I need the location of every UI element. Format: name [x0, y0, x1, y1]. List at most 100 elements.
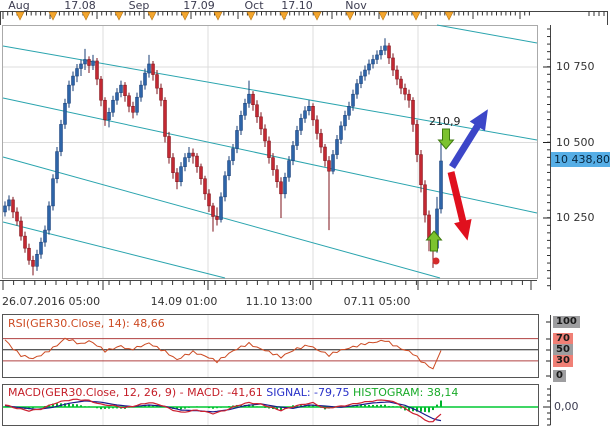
date-label: 11.10 13:00	[245, 295, 313, 308]
candle	[19, 216, 23, 241]
rsi-legend: RSI(GER30.Close, 14): 48,66	[8, 317, 165, 330]
candle	[87, 56, 91, 74]
macd-ruler[interactable]	[543, 385, 551, 426]
macd-legend-prefix: MACD(GER30.Close, 12, 26, 9) -	[8, 386, 188, 399]
candle	[343, 110, 347, 131]
price-ruler[interactable]	[543, 25, 551, 290]
candle	[131, 101, 135, 119]
candle	[211, 202, 215, 232]
candle	[3, 201, 7, 217]
candle	[339, 121, 343, 145]
candle	[411, 97, 415, 132]
trend-channel-line[interactable]	[436, 24, 538, 44]
candle	[255, 100, 259, 123]
top-ruler[interactable]	[0, 11, 608, 25]
measured-move-label: 210,9	[429, 115, 461, 128]
candle	[311, 103, 315, 126]
week-marker-icon	[312, 11, 322, 21]
week-marker-icon	[279, 11, 289, 21]
candle	[143, 68, 147, 90]
candle	[187, 147, 191, 163]
month-label: 17.10	[281, 0, 313, 12]
candle	[259, 112, 263, 135]
candle	[275, 165, 279, 188]
macd-line	[4, 398, 442, 423]
candle	[231, 144, 235, 166]
sell-signal-arrow-icon	[437, 128, 455, 150]
rsi-panel[interactable]	[2, 314, 539, 378]
week-marker-icon	[246, 11, 256, 21]
candle	[91, 54, 95, 71]
candle	[163, 97, 167, 143]
candle	[63, 98, 67, 129]
candle	[95, 57, 99, 86]
rsi-scale-label: 30	[553, 355, 573, 367]
trend-channel-line[interactable]	[2, 221, 226, 279]
candle	[175, 168, 179, 190]
candle	[127, 92, 131, 113]
macd-value-label: MACD: -41,61	[187, 386, 263, 399]
bullish-scenario-arrow	[449, 109, 488, 169]
candle	[27, 243, 31, 265]
candle	[251, 91, 255, 111]
rsi-ruler[interactable]	[546, 315, 551, 378]
candle	[7, 195, 11, 211]
candle	[75, 63, 79, 83]
rsi-scale-label: 70	[553, 333, 573, 345]
candle	[99, 76, 103, 107]
candle	[171, 153, 175, 179]
month-label: 17.09	[183, 0, 215, 12]
candle	[355, 79, 359, 99]
candle	[43, 225, 47, 247]
month-label: 17.08	[64, 0, 96, 12]
candle	[83, 48, 87, 71]
candle	[135, 92, 139, 116]
week-marker-icon	[378, 11, 388, 21]
macd-zero-label: 0,00	[554, 400, 579, 413]
signal-value-label: SIGNAL: -79,75	[266, 386, 350, 399]
bottom-ruler[interactable]	[0, 280, 537, 291]
candle	[159, 83, 163, 107]
candle	[195, 153, 199, 173]
candle	[247, 80, 251, 108]
candle	[271, 153, 275, 176]
candle	[243, 98, 247, 120]
bearish-scenario-arrow	[447, 171, 472, 241]
candle	[299, 113, 303, 135]
week-marker-icon	[180, 11, 190, 21]
candle	[267, 136, 271, 164]
price-tick-label: 10 250	[556, 211, 595, 224]
rsi-scale-label: 0	[553, 370, 566, 382]
price-tick-label: 10 500	[556, 136, 595, 149]
date-label: 14.09 01:00	[150, 295, 218, 308]
candle	[351, 89, 355, 111]
price-tick-label: 10 750	[556, 60, 595, 73]
candle	[295, 125, 299, 151]
candle	[359, 71, 363, 89]
candle	[327, 156, 331, 231]
candle	[179, 162, 183, 187]
histogram-value-label: HISTOGRAM: 38,14	[353, 386, 459, 399]
candle	[123, 82, 127, 102]
macd-legend: MACD(GER30.Close, 12, 26, 9) - MACD: -41…	[8, 386, 458, 399]
candle	[287, 156, 291, 182]
candle	[279, 177, 283, 218]
candle	[367, 59, 371, 75]
candle	[371, 54, 375, 69]
month-label: Nov	[345, 0, 367, 12]
candle	[291, 140, 295, 166]
candle	[407, 89, 411, 108]
candle	[323, 144, 327, 167]
candle	[107, 107, 111, 128]
candle	[219, 192, 223, 223]
candle	[419, 150, 423, 193]
date-label: 07.11 05:00	[343, 295, 411, 308]
candle	[363, 65, 367, 81]
month-label: Oct	[244, 0, 264, 12]
candle	[235, 125, 239, 154]
candle	[103, 97, 107, 126]
candle	[375, 50, 379, 64]
week-marker-icon	[81, 11, 91, 21]
